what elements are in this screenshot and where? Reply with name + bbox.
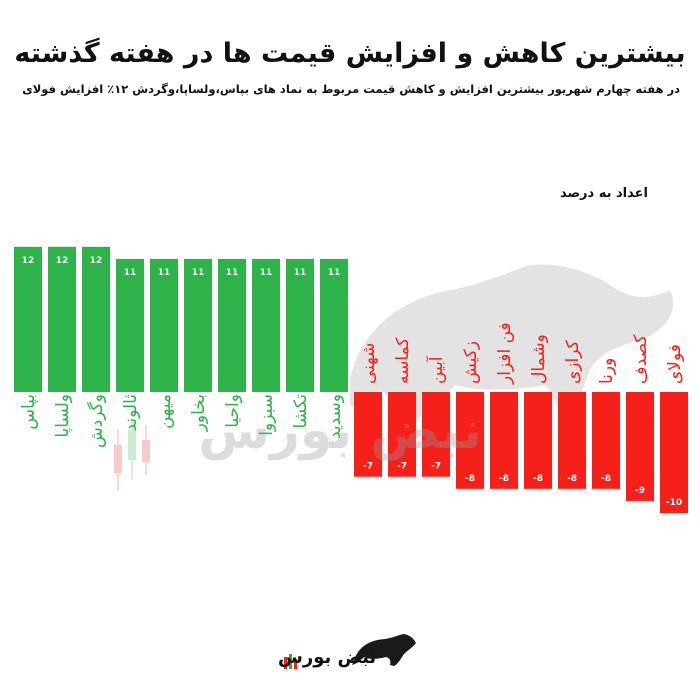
bar-16 (524, 392, 552, 489)
category-label-11: شهنی (359, 343, 379, 384)
category-label-6: بخاور (189, 394, 209, 432)
bar-9 (286, 258, 314, 392)
category-label-14: زکیش (461, 341, 481, 384)
watermark-text: نبض بورس (198, 401, 482, 461)
bull-silhouette-icon (350, 264, 674, 430)
bar-1 (14, 246, 42, 392)
value-label-2: 12 (56, 256, 69, 266)
category-label-13: آبین (425, 355, 447, 384)
brand-logo (284, 634, 416, 669)
bar-2 (48, 246, 76, 392)
value-label-14: -8 (465, 474, 475, 484)
value-label-13: -7 (431, 462, 441, 472)
bar-18 (592, 392, 620, 489)
value-label-9: 11 (294, 268, 307, 278)
category-label-7: واحیا (223, 394, 243, 428)
category-label-9: تکشا (291, 394, 311, 429)
category-label-2: ولساپا (53, 394, 73, 438)
category-label-12: کماسه (393, 337, 413, 384)
value-label-4: 11 (124, 268, 137, 278)
value-label-12: -7 (397, 462, 407, 472)
value-label-6: 11 (192, 268, 205, 278)
candlestick-watermark (114, 420, 150, 490)
bar-4 (116, 258, 144, 392)
category-label-1: بپاس (19, 394, 39, 430)
bar-7 (218, 258, 246, 392)
bar-6 (184, 258, 212, 392)
value-label-20: -10 (666, 498, 682, 508)
category-label-16: وشمال (529, 334, 549, 384)
bar-14 (456, 392, 484, 489)
value-label-18: -8 (601, 474, 611, 484)
category-label-8: سبزوا (257, 394, 277, 436)
bar-8 (252, 258, 280, 392)
bar-10 (320, 258, 348, 392)
category-label-15: فن افزار (495, 322, 515, 385)
bar-19 (626, 392, 654, 501)
unit-label: اعداد به درصد (559, 186, 648, 201)
category-label-17: کرازی (563, 339, 583, 384)
bar-3 (82, 246, 110, 392)
bar-13 (422, 392, 450, 477)
value-label-8: 11 (260, 268, 273, 278)
value-label-11: -7 (363, 462, 373, 472)
category-label-10: وسدید (325, 394, 345, 439)
value-label-17: -8 (567, 474, 577, 484)
value-label-10: 11 (328, 268, 341, 278)
bar-20 (660, 392, 688, 513)
value-label-1: 12 (22, 256, 35, 266)
bar-15 (490, 392, 518, 489)
bar-5 (150, 258, 178, 392)
bull-logo-icon (352, 634, 416, 666)
value-label-19: -9 (635, 486, 645, 496)
category-label-19: کصدف (631, 334, 651, 384)
category-label-3: وگردش (86, 394, 107, 448)
value-label-7: 11 (226, 268, 239, 278)
category-label-18: ورنا (597, 358, 617, 384)
value-label-5: 11 (158, 268, 171, 278)
bars-logo-icon (284, 654, 297, 669)
bar-11 (354, 392, 382, 477)
value-label-15: -8 (499, 474, 509, 484)
value-label-3: 12 (90, 256, 103, 266)
bar-12 (388, 392, 416, 477)
bar-17 (558, 392, 586, 489)
chart-subtitle: در هفته چهارم شهریور بیشترین افزایش و کا… (20, 82, 680, 96)
logo-text: نبض بورس (278, 647, 377, 668)
category-label-20: فولای (665, 344, 685, 384)
value-label-16: -8 (533, 474, 543, 484)
category-label-5: میهن (155, 394, 175, 429)
chart-title: بیشترین کاهش و افزایش قیمت ها در هفته گذ… (14, 38, 686, 69)
category-label-4: ثالوند (121, 394, 141, 432)
